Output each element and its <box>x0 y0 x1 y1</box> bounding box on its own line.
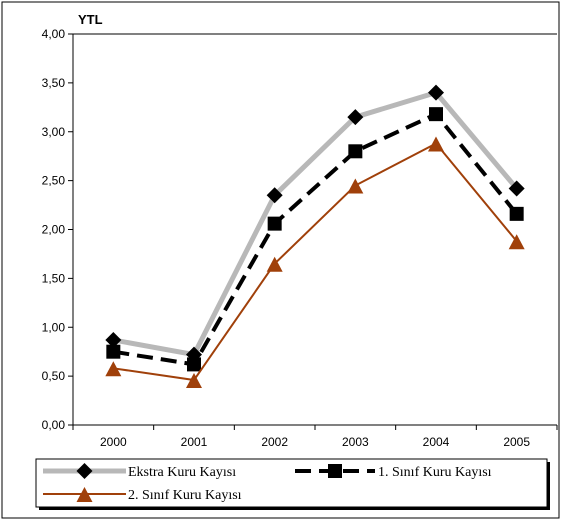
y-axis-unit-label: YTL <box>78 12 103 27</box>
data-point-square <box>509 206 524 221</box>
data-point-diamond <box>266 187 283 204</box>
data-point-diamond <box>347 109 364 126</box>
legend-label: Ekstra Kuru Kayısı <box>128 465 236 480</box>
data-point-diamond <box>508 180 525 197</box>
data-point-triangle <box>105 361 122 377</box>
x-axis: 2000 2001 2002 2003 2004 2005 <box>72 425 558 449</box>
legend-box <box>35 458 548 508</box>
legend: Ekstra Kuru Kayısı 1. Sınıf Kuru Kayısı 2.… <box>35 458 550 510</box>
y-tick-label: 2,50 <box>42 174 66 188</box>
data-point-triangle <box>347 178 364 194</box>
y-tick-label: 2,00 <box>42 223 66 237</box>
series-line <box>113 142 518 382</box>
y-tick-label: 0,00 <box>42 418 66 432</box>
series-line <box>112 89 519 358</box>
x-tick-label: 2001 <box>181 435 208 449</box>
data-point-square <box>106 344 121 359</box>
y-tick-label: 1,50 <box>42 271 66 285</box>
data-point-triangle <box>428 136 444 152</box>
legend-item-1: Ekstra Kuru Kayısı <box>43 463 236 480</box>
series-3 <box>105 136 525 389</box>
legend-label: 1. Sınıf Kuru Kayısı <box>378 465 492 480</box>
data-point-triangle <box>508 234 525 250</box>
y-tick-label: 0,50 <box>42 369 66 383</box>
y-axis: 0,00 0,50 1,00 1,50 2,00 2,50 3,00 3,50 4,00 <box>42 27 73 432</box>
x-tick-label: 2000 <box>100 435 127 449</box>
legend-item-2: 1. Sınıf Kuru Kayısı <box>295 464 492 480</box>
legend-label: 2. Sınıf Kuru Kayısı <box>128 488 242 503</box>
y-tick-label: 4,00 <box>42 27 66 41</box>
y-tick-label: 3,00 <box>42 125 66 139</box>
y-tick-label: 3,50 <box>42 76 66 90</box>
data-point-square <box>267 216 282 231</box>
data-point-triangle <box>186 373 202 389</box>
x-tick-label: 2005 <box>503 435 530 449</box>
series-line <box>113 111 519 367</box>
series-2 <box>106 107 524 372</box>
data-point-diamond <box>428 84 444 101</box>
x-tick-label: 2003 <box>342 435 369 449</box>
data-point-diamond <box>105 331 122 348</box>
y-tick-label: 1,00 <box>42 320 66 334</box>
data-point-triangle <box>266 256 283 272</box>
series-layer <box>105 84 525 389</box>
legend-item-3: 2. Sınıf Kuru Kayısı <box>43 487 242 503</box>
data-point-square <box>328 464 342 478</box>
data-point-diamond <box>76 463 93 479</box>
data-point-square <box>429 107 443 122</box>
data-point-square <box>348 144 363 159</box>
data-point-triangle <box>76 487 93 502</box>
data-point-square <box>187 357 201 372</box>
x-tick-label: 2002 <box>261 435 288 449</box>
x-tick-label: 2004 <box>423 435 450 449</box>
